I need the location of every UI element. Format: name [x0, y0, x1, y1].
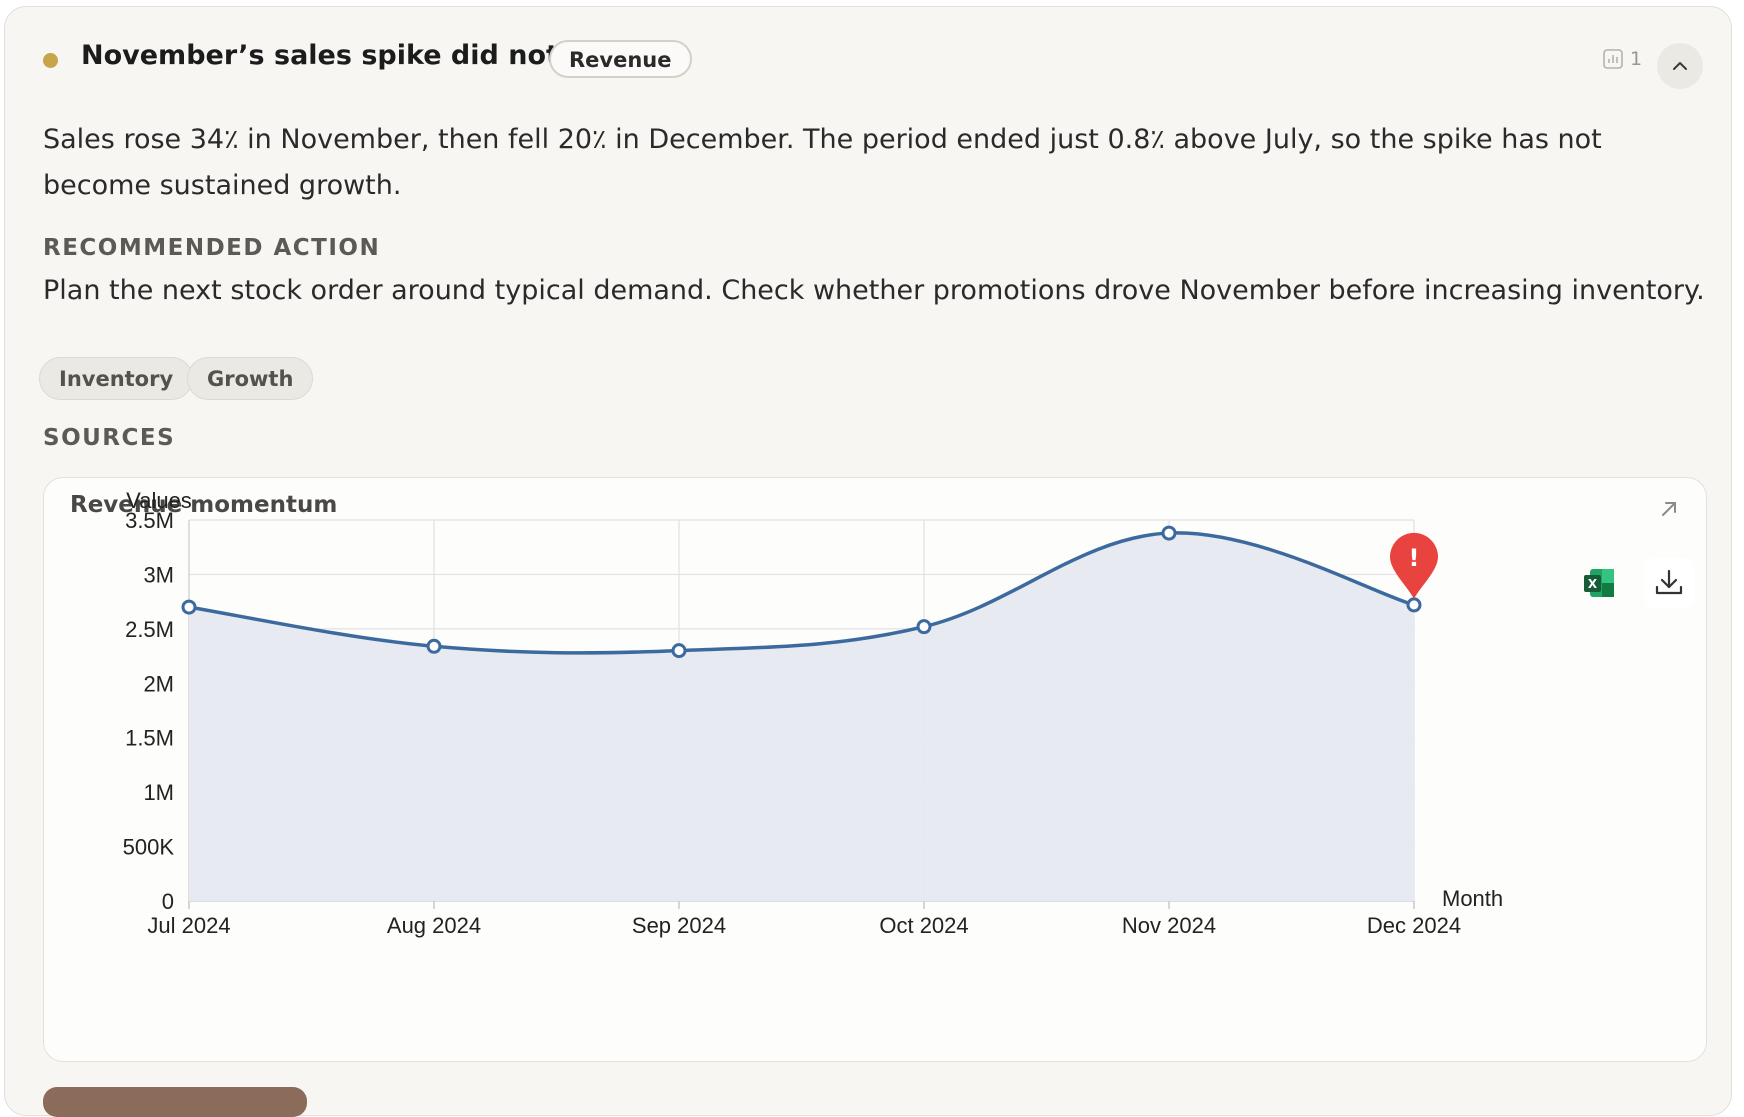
download-icon — [1655, 569, 1683, 595]
sources-label: SOURCES — [43, 425, 176, 451]
bar-chart-icon — [1603, 49, 1623, 69]
tag-growth[interactable]: Growth — [187, 357, 314, 400]
y-tick-label: 3M — [143, 562, 174, 587]
revenue-chart: 0 500K 1M 1.5M 2M 2.5M 3M 3.5M Jul 2024 Aug 2024 S… — [123, 488, 1504, 938]
y-tick-label: 2.5M — [125, 617, 174, 642]
x-tick-label: Sep 2024 — [632, 913, 726, 938]
alert-pin-icon — [1390, 532, 1438, 599]
y-axis-label: Values — [126, 488, 192, 513]
collapse-button[interactable] — [1657, 43, 1703, 89]
insight-summary: Sales rose 34٪ in November, then fell 20… — [43, 124, 1602, 201]
x-axis-label: Month — [1442, 886, 1503, 911]
recommended-action-label: RECOMMENDED ACTION — [43, 235, 381, 261]
x-tick-label: Nov 2024 — [1122, 913, 1216, 938]
recommended-action-text: Plan the next stock order around typical… — [43, 275, 1705, 306]
y-tick-label: 1M — [143, 780, 174, 805]
excel-icon[interactable]: X — [1582, 566, 1616, 600]
arrow-up-right-icon[interactable] — [1658, 498, 1680, 520]
source-count: 1 — [1602, 48, 1642, 70]
x-tick-label: Oct 2024 — [879, 913, 968, 938]
tag-inventory[interactable]: Inventory — [39, 357, 194, 400]
y-tick-label: 2M — [143, 671, 174, 696]
y-tick-label: 0 — [162, 889, 174, 914]
svg-text:X: X — [1588, 577, 1598, 591]
source-count-value: 1 — [1630, 48, 1643, 70]
data-point — [426, 638, 442, 654]
x-tick-label: Jul 2024 — [147, 913, 230, 938]
chevron-up-icon — [1673, 62, 1687, 70]
chart-card: Revenue momentum 0 500K 1M 1.5M 2M 2.5M 3M 3.5M… — [43, 477, 1707, 1062]
data-point — [1406, 597, 1422, 613]
insight-title: November’s sales spike did not last — [81, 40, 625, 71]
status-dot — [43, 53, 58, 68]
series-line — [188, 531, 1415, 655]
view-details-button[interactable] — [43, 1087, 307, 1117]
data-point — [1161, 525, 1177, 541]
data-point — [671, 643, 687, 659]
y-tick-label: 500K — [123, 835, 175, 860]
x-tick-label: Aug 2024 — [387, 913, 481, 938]
data-point — [916, 619, 932, 635]
x-tick-label: Dec 2024 — [1367, 913, 1461, 938]
y-tick-label: 3.5M — [125, 508, 174, 533]
series-area — [189, 532, 1414, 901]
data-point — [181, 599, 197, 615]
alert-pin-label: ! — [1409, 544, 1420, 572]
y-tick-label: 1.5M — [125, 726, 174, 751]
download-button[interactable] — [1644, 558, 1694, 608]
chart-title: Revenue momentum — [70, 492, 338, 518]
category-badge: Revenue — [549, 40, 692, 78]
insight-card: November’s sales spike did not last Reve… — [4, 6, 1732, 1117]
